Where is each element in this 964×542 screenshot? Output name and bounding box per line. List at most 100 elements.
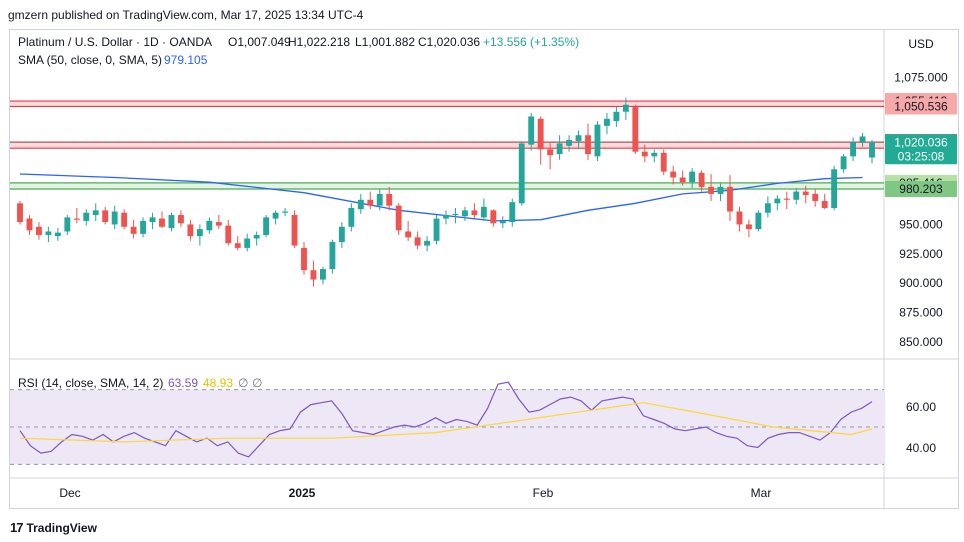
rsi-line [19,381,873,458]
legend-open: O1,007.049 [228,35,291,49]
candle-body [575,135,582,142]
rsi-sma-line [19,402,873,443]
candle-body [755,212,762,230]
candle-body [433,218,440,241]
tradingview-brand: TradingView [26,521,97,535]
footer: 17 TradingView [0,512,964,542]
support-zone-fill [10,182,884,189]
tradingview-logo-icon: 17 [10,520,24,535]
legend-low: L1,001.882 [355,35,415,49]
rsi-legend-extra-2: ∅ [252,376,262,390]
price-label-bg [885,98,957,115]
candle-body [301,247,307,271]
candle-body [461,210,468,217]
candle-body [471,210,478,216]
candle-body [35,226,42,235]
candle-body [566,139,573,146]
candle-body [556,143,563,155]
time-label-dec: Dec [59,486,80,500]
candle-body [793,191,800,200]
candle-body [177,215,184,224]
candle-body [187,224,194,237]
candle-body [802,191,809,196]
candle-body [547,149,554,156]
candle-body [603,118,610,126]
price-tick-label: 875.000 [899,305,943,319]
candle-body [764,203,771,213]
rsi-legend-sma-value: 48.93 [203,376,233,390]
candle-body [17,203,23,223]
candle-body [367,199,374,206]
time-label-2025: 2025 [289,486,316,500]
candle-body [263,217,270,235]
tradingview-logo[interactable]: 17 TradingView [10,516,97,540]
candle-body [64,217,71,232]
candle-body [689,171,696,183]
price-tick-label: 1,075.000 [894,71,948,85]
candle-body [73,218,80,220]
candle-body [831,169,838,208]
candle-body [594,124,601,157]
candle-body [215,222,222,226]
candle-body [234,243,241,248]
candle-body [149,217,156,223]
resistance-zone-2-fill [10,142,884,149]
price-label-text: 1,050.536 [894,99,948,113]
candle-body [859,136,866,143]
candle-body [376,193,383,206]
chart-canvas[interactable]: 1,075.000 950.000 925.000 900.000 875.000 850… [10,30,958,508]
candle-body [357,199,364,210]
candle-body [736,211,743,225]
candle-body [528,116,535,145]
price-pane[interactable] [10,30,884,358]
currency-label[interactable]: USD [908,37,934,51]
candle-body [424,240,431,246]
legend-close: C1,020.036 [418,35,480,49]
candle-body [708,186,715,194]
price-tick-label: 900.000 [899,276,943,290]
price-label-bg [885,180,957,197]
candle-body [92,210,99,216]
legend-high: H1,022.218 [288,35,350,49]
candle-body [490,210,497,224]
current-price-label: 1,020.036 [894,135,948,149]
price-tick-label: 950.000 [899,217,943,231]
candle-body [613,111,620,122]
candle-body [348,208,355,227]
rsi-legend-value: 63.59 [168,376,198,390]
candle-body [282,211,289,213]
candle-body [632,107,639,152]
candle-body [783,198,790,200]
candle-body [660,152,667,172]
candle-body [537,118,544,150]
candle-body [111,211,118,225]
candle-body [651,152,658,157]
candle-body [130,226,137,234]
time-label-feb: Feb [533,486,554,500]
candle-body [869,142,875,158]
candle-body [338,226,345,243]
candle-body [585,135,591,155]
candle-body [774,198,781,204]
candle-body [670,171,677,178]
price-tick-label: 925.000 [899,247,943,261]
sma-line [19,173,863,222]
candle-body [26,218,33,231]
candle-body [45,231,52,235]
candle-body [329,242,336,270]
candle-body [168,215,175,228]
chart-frame[interactable]: 1,075.000 950.000 925.000 900.000 875.000 850… [9,29,959,509]
candle-body [443,215,449,219]
candle-body [102,210,109,223]
rsi-legend-label: RSI (14, close, SMA, 14, 2) [18,376,163,390]
legend-symbol: Platinum / U.S. Dollar · 1D · OANDA [18,35,212,49]
candle-body [698,172,705,187]
candle-body [480,206,487,218]
candle-body [140,220,147,234]
legend-sma-label: SMA (50, close, 0, SMA, 5) [18,53,162,67]
candle-body [641,151,648,157]
legend-change: +13.556 (+1.35%) [483,35,579,49]
rsi-tick-40: 40.00 [906,441,936,455]
time-label-mar: Mar [751,486,772,500]
candle-body [159,218,165,227]
